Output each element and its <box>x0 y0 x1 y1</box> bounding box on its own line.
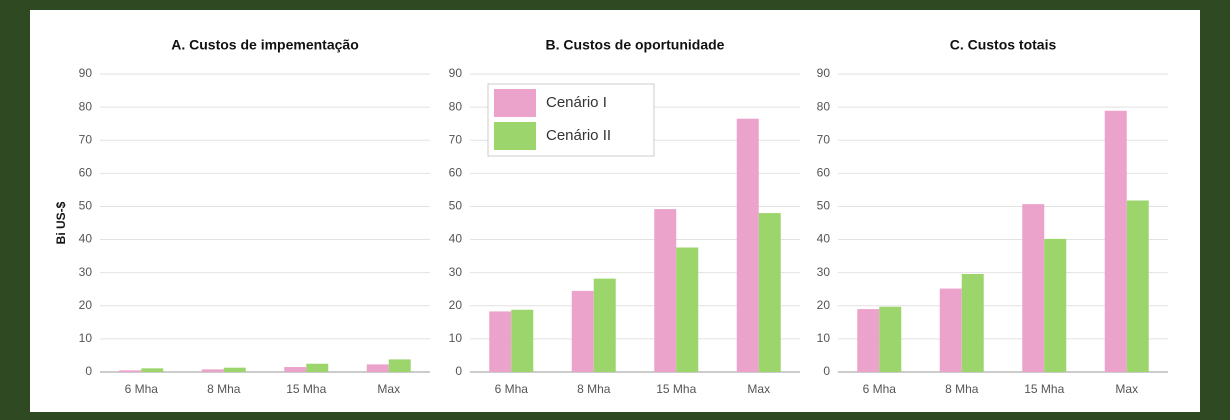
bar <box>201 369 224 372</box>
y-tick-label: 90 <box>449 66 463 80</box>
y-tick-label: 60 <box>817 166 831 180</box>
bar <box>1022 204 1045 372</box>
y-axis-label: Bi US-$ <box>54 201 68 244</box>
y-tick-label: 20 <box>449 298 463 312</box>
y-tick-label: 20 <box>79 298 93 312</box>
x-tick-label: 15 Mha <box>1024 382 1064 396</box>
y-tick-label: 30 <box>817 265 831 279</box>
y-tick-label: 50 <box>79 199 93 213</box>
bar <box>857 309 880 372</box>
bar <box>1044 238 1067 372</box>
bar <box>939 288 962 372</box>
y-tick-label: 0 <box>823 364 830 378</box>
bar <box>489 311 512 372</box>
bar <box>1126 200 1149 372</box>
y-tick-label: 10 <box>817 331 831 345</box>
bar <box>284 367 307 372</box>
y-tick-label: 60 <box>449 166 463 180</box>
legend-swatch <box>494 89 536 117</box>
bar <box>736 118 759 372</box>
y-tick-label: 80 <box>817 99 831 113</box>
x-tick-label: 8 Mha <box>945 382 979 396</box>
bar <box>366 364 389 372</box>
y-tick-label: 50 <box>817 199 831 213</box>
x-tick-label: 6 Mha <box>125 382 159 396</box>
bar <box>654 209 677 372</box>
bar <box>388 359 411 372</box>
bar <box>879 306 902 372</box>
chart-title: B. Custos de oportunidade <box>546 37 725 53</box>
y-tick-label: 70 <box>79 132 93 146</box>
x-tick-label: 6 Mha <box>863 382 897 396</box>
y-tick-label: 80 <box>79 99 93 113</box>
chart-title: A. Custos de impementação <box>171 37 359 53</box>
legend-swatch <box>494 122 536 150</box>
y-tick-label: 40 <box>79 232 93 246</box>
bar <box>593 278 616 372</box>
y-tick-label: 0 <box>85 364 92 378</box>
y-tick-label: 30 <box>79 265 93 279</box>
y-tick-label: 0 <box>455 364 462 378</box>
y-tick-label: 70 <box>449 132 463 146</box>
y-tick-label: 90 <box>817 66 831 80</box>
bar <box>511 309 534 372</box>
y-tick-label: 30 <box>449 265 463 279</box>
y-tick-label: 70 <box>817 132 831 146</box>
y-tick-label: 80 <box>449 99 463 113</box>
y-tick-label: 40 <box>817 232 831 246</box>
y-tick-label: 10 <box>449 331 463 345</box>
x-tick-label: 8 Mha <box>577 382 611 396</box>
x-tick-label: 15 Mha <box>656 382 696 396</box>
y-tick-label: 40 <box>449 232 463 246</box>
bar <box>1104 110 1127 373</box>
x-tick-label: 8 Mha <box>207 382 241 396</box>
y-tick-label: 60 <box>79 166 93 180</box>
bar <box>223 367 246 372</box>
x-tick-label: Max <box>377 382 400 396</box>
legend-label: Cenário II <box>546 127 611 144</box>
legend-label: Cenário I <box>546 94 607 111</box>
bar <box>119 370 142 372</box>
y-tick-label: 20 <box>817 298 831 312</box>
bar <box>571 290 594 372</box>
chart-title: C. Custos totais <box>950 37 1057 53</box>
x-tick-label: 6 Mha <box>495 382 529 396</box>
x-tick-label: 15 Mha <box>286 382 326 396</box>
bar <box>961 273 984 372</box>
x-tick-label: Max <box>1115 382 1138 396</box>
y-tick-label: 50 <box>449 199 463 213</box>
bar <box>141 368 164 372</box>
bar <box>306 363 329 372</box>
bar <box>676 247 699 372</box>
bar <box>758 213 781 372</box>
y-tick-label: 10 <box>79 331 93 345</box>
x-tick-label: Max <box>747 382 770 396</box>
y-tick-label: 90 <box>79 66 93 80</box>
